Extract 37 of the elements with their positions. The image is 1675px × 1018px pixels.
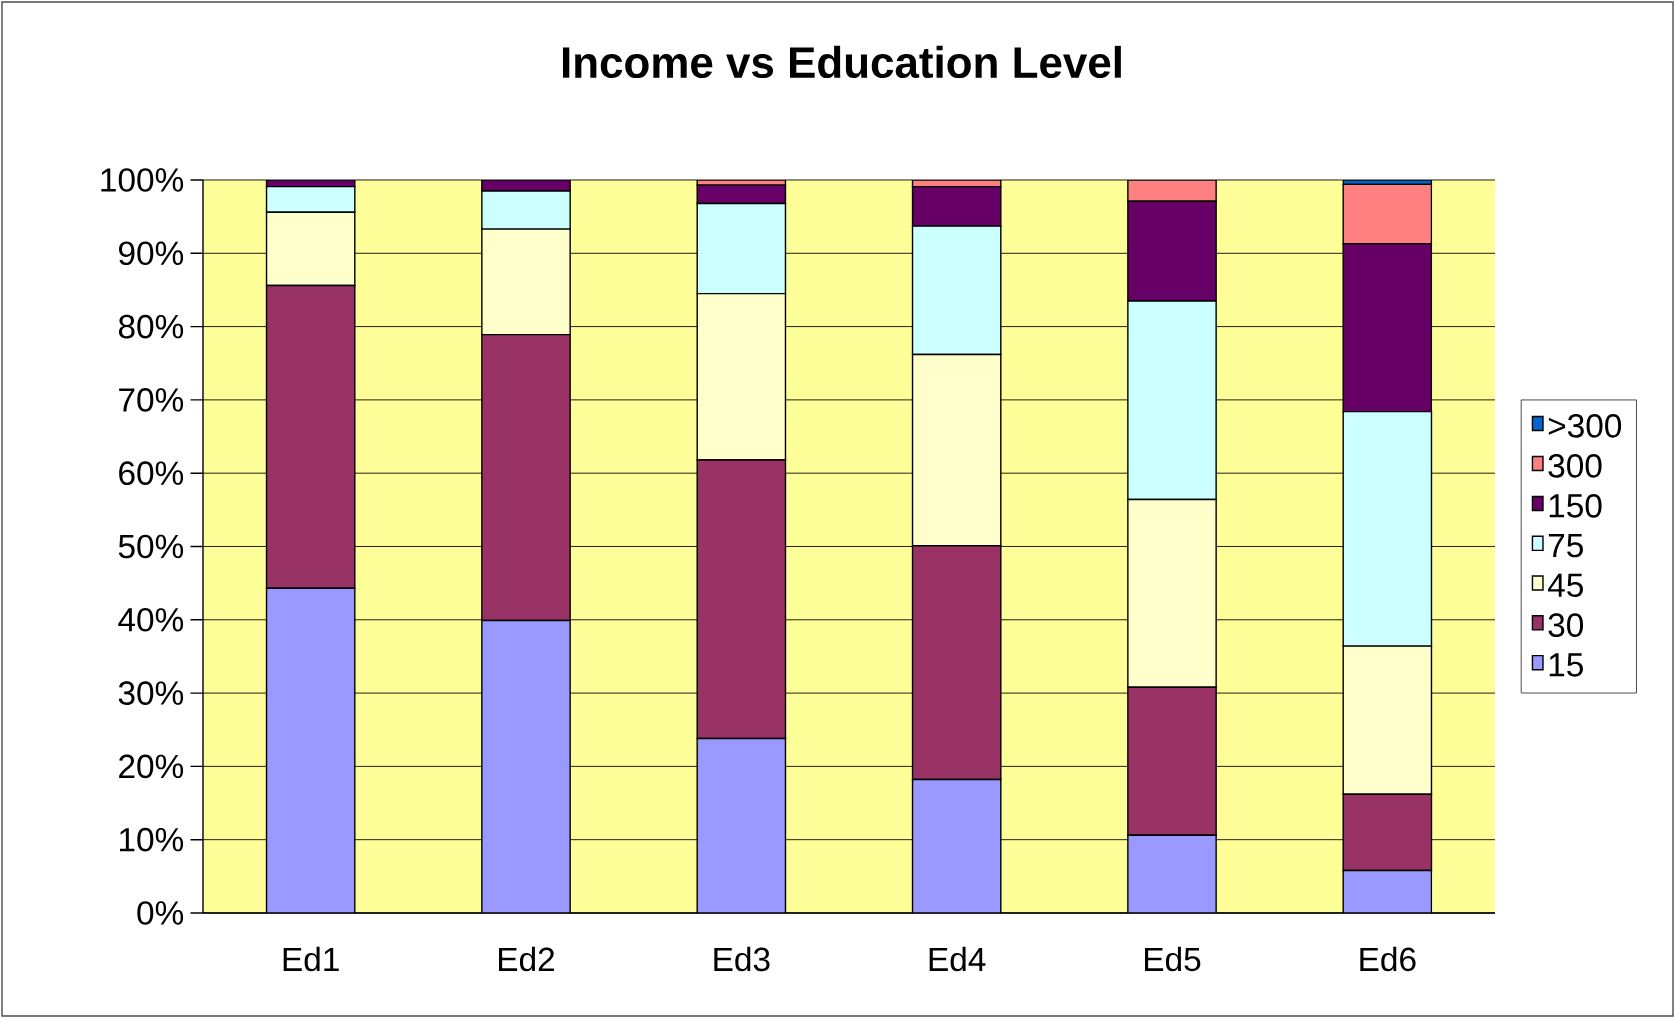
bar (1127, 179, 1217, 202)
x-tick-label: Ed4 (929, 946, 986, 972)
bar (266, 588, 355, 913)
legend-label: 300 (1548, 454, 1602, 478)
y-tick-label: 100% (101, 168, 184, 192)
y-tick-label: 30% (118, 681, 184, 705)
y-tick-label: 90% (119, 241, 184, 266)
bar (1342, 869, 1433, 913)
bar (696, 184, 787, 205)
bar (912, 779, 1001, 913)
y-tick-label: 10% (120, 827, 184, 852)
y-tick-label: 0% (137, 901, 184, 925)
y-tick-label: 40% (118, 607, 184, 632)
x-tick-label: Ed3 (714, 946, 770, 972)
bar (1342, 243, 1433, 413)
bar (1127, 200, 1217, 302)
x-tick-label: Ed2 (499, 946, 555, 972)
y-tick-label: 80% (118, 314, 184, 339)
bar (481, 620, 571, 913)
bar (1127, 835, 1217, 913)
x-tick-label: Ed6 (1360, 946, 1416, 972)
bar (911, 185, 1002, 227)
y-tick-label: 70% (119, 388, 184, 412)
bar (1342, 183, 1433, 245)
x-tick-label: Ed1 (283, 946, 339, 972)
y-tick-label: 50% (118, 534, 184, 559)
y-tick-label: 20% (119, 754, 184, 779)
legend-label: 30 (1548, 613, 1584, 637)
x-tick-label: Ed5 (1145, 946, 1201, 972)
legend-label: 45 (1547, 573, 1583, 597)
legend-label: 15 (1549, 653, 1583, 677)
y-tick-label: 60% (119, 461, 184, 486)
bar (697, 738, 786, 913)
chart-title: Income vs Education Level (562, 45, 1121, 79)
legend-label: 75 (1548, 534, 1583, 558)
legend-label: 150 (1549, 494, 1602, 518)
legend-label: >300 (1548, 414, 1622, 438)
